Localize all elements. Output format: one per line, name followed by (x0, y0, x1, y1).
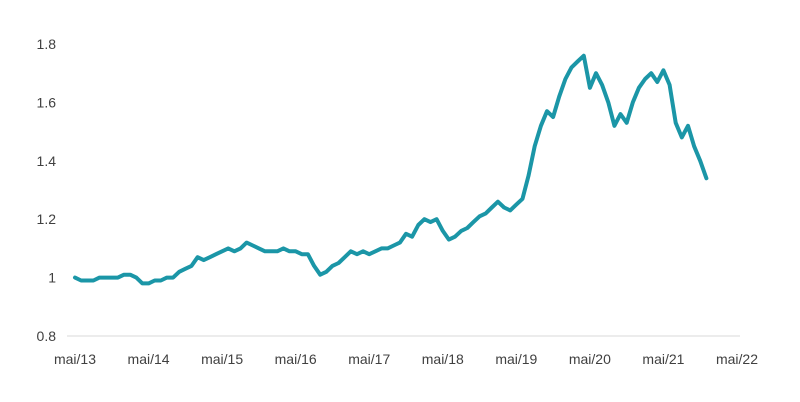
y-tick-label: 1.4 (37, 153, 57, 169)
x-tick-label: mai/18 (422, 351, 464, 367)
y-tick-label: 1 (48, 270, 56, 286)
x-tick-label: mai/17 (348, 351, 390, 367)
y-tick-label: 1.6 (37, 94, 57, 110)
x-tick-label: mai/16 (275, 351, 317, 367)
y-tick-label: 0.8 (37, 328, 57, 344)
x-tick-label: mai/14 (128, 351, 170, 367)
x-tick-label: mai/15 (201, 351, 243, 367)
x-tick-labels: mai/13 mai/14 mai/15 mai/16 mai/17 mai/18 mai/… (54, 351, 758, 367)
y-tick-labels: 0.8 1 1.2 1.4 1.6 1.8 (37, 36, 57, 344)
x-tick-label: mai/19 (495, 351, 537, 367)
y-tick-label: 1.8 (37, 36, 57, 52)
x-tick-label: mai/20 (569, 351, 611, 367)
x-tick-label: mai/21 (642, 351, 684, 367)
x-tick-label: mai/13 (54, 351, 96, 367)
x-tick-label: mai/22 (716, 351, 758, 367)
series-group (73, 53, 709, 286)
series-line (73, 53, 709, 286)
y-tick-label: 1.2 (37, 211, 57, 227)
